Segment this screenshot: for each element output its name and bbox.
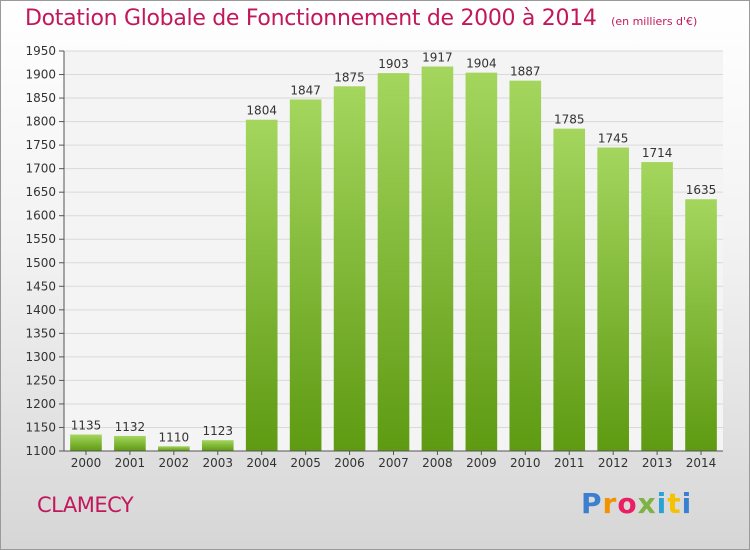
bar-value-label: 1903 (378, 57, 409, 71)
y-tick-label: 1950 (25, 44, 56, 58)
bar-value-label: 1847 (290, 83, 321, 97)
x-tick-label: 2000 (71, 456, 102, 470)
logo-letter: x (637, 487, 657, 520)
bar-2007 (377, 73, 410, 451)
y-tick-label: 1400 (25, 303, 56, 317)
x-tick-label: 2007 (378, 456, 409, 470)
logo-letter: r (602, 487, 618, 520)
x-tick-label: 2009 (466, 456, 497, 470)
y-tick-label: 1200 (25, 397, 56, 411)
bar-2011 (553, 128, 586, 451)
bar-2005 (289, 99, 322, 452)
bar-value-label: 1887 (510, 65, 541, 79)
y-tick-label: 1300 (25, 350, 56, 364)
bar-2013 (641, 162, 673, 451)
x-tick-label: 2001 (115, 456, 146, 470)
y-tick-label: 1150 (25, 420, 56, 434)
bar-2002 (158, 446, 190, 451)
bar-value-label: 1110 (159, 430, 190, 444)
y-tick-label: 1900 (25, 68, 56, 82)
bar-2010 (509, 80, 542, 451)
logo-letter: i (681, 487, 693, 520)
y-tick-label: 1700 (25, 162, 56, 176)
x-tick-label: 2012 (598, 456, 629, 470)
bar-value-label: 1804 (246, 104, 277, 118)
bar-2008 (421, 66, 454, 451)
bars: 1135 1132 1110 1123 1804 1847 1875 1903 1917 1904… (70, 51, 717, 452)
bar-value-label: 1635 (686, 183, 717, 197)
bar-2006 (333, 86, 366, 451)
bar-value-label: 1904 (466, 57, 497, 71)
x-tick-label: 2011 (554, 456, 585, 470)
y-tick-label: 1550 (25, 232, 56, 246)
y-tick-label: 1500 (25, 256, 56, 270)
x-tick-label: 2013 (642, 456, 673, 470)
x-tick-label: 2005 (290, 456, 321, 470)
proxiti-logo[interactable]: Proxiti (581, 487, 692, 520)
x-tick-label: 2010 (510, 456, 541, 470)
bar-2003 (201, 440, 234, 451)
y-tick-label: 1850 (25, 91, 56, 105)
x-tick-label: 2014 (686, 456, 717, 470)
x-tick-label: 2004 (246, 456, 277, 470)
y-tick-label: 1350 (25, 326, 56, 340)
logo-letter: o (617, 487, 638, 520)
chart-subtitle: (en milliers d'€) (611, 15, 698, 28)
bar-value-label: 1917 (422, 51, 453, 65)
y-tick-label: 1600 (25, 209, 56, 223)
bar-2004 (245, 119, 278, 452)
title-bar: Dotation Globale de Fonctionnement de 20… (25, 6, 697, 31)
city-name: CLAMECY (37, 493, 134, 517)
logo-letter: t (667, 487, 682, 520)
logo-letter: i (656, 487, 668, 520)
bar-value-label: 1785 (554, 113, 585, 127)
bar-value-label: 1714 (642, 146, 673, 160)
axes: 1100 1150 1200 1250 1300 1350 1400 1450 1500 1550… (25, 44, 723, 470)
bar-value-label: 1135 (71, 419, 102, 433)
bar-2009 (465, 72, 498, 451)
x-tick-label: 2006 (334, 456, 365, 470)
y-tick-label: 1650 (25, 185, 56, 199)
bar-2014 (685, 199, 717, 451)
y-tick-label: 1750 (25, 138, 56, 152)
x-tick-label: 2002 (159, 456, 190, 470)
y-tick-label: 1800 (25, 115, 56, 129)
x-tick-label: 2003 (202, 456, 233, 470)
y-tick-label: 1250 (25, 373, 56, 387)
bar-value-label: 1875 (334, 70, 365, 84)
logo-letter: P (581, 487, 603, 520)
x-tick-label: 2008 (422, 456, 453, 470)
bar-2012 (597, 147, 629, 451)
bar-value-label: 1123 (202, 424, 233, 438)
bar-2001 (114, 435, 146, 451)
chart-title: Dotation Globale de Fonctionnement de 20… (25, 6, 597, 31)
bar-value-label: 1132 (115, 420, 146, 434)
bar-2000 (70, 434, 102, 451)
y-tick-label: 1100 (25, 444, 56, 458)
bar-value-label: 1745 (598, 131, 629, 145)
y-tick-label: 1450 (25, 279, 56, 293)
